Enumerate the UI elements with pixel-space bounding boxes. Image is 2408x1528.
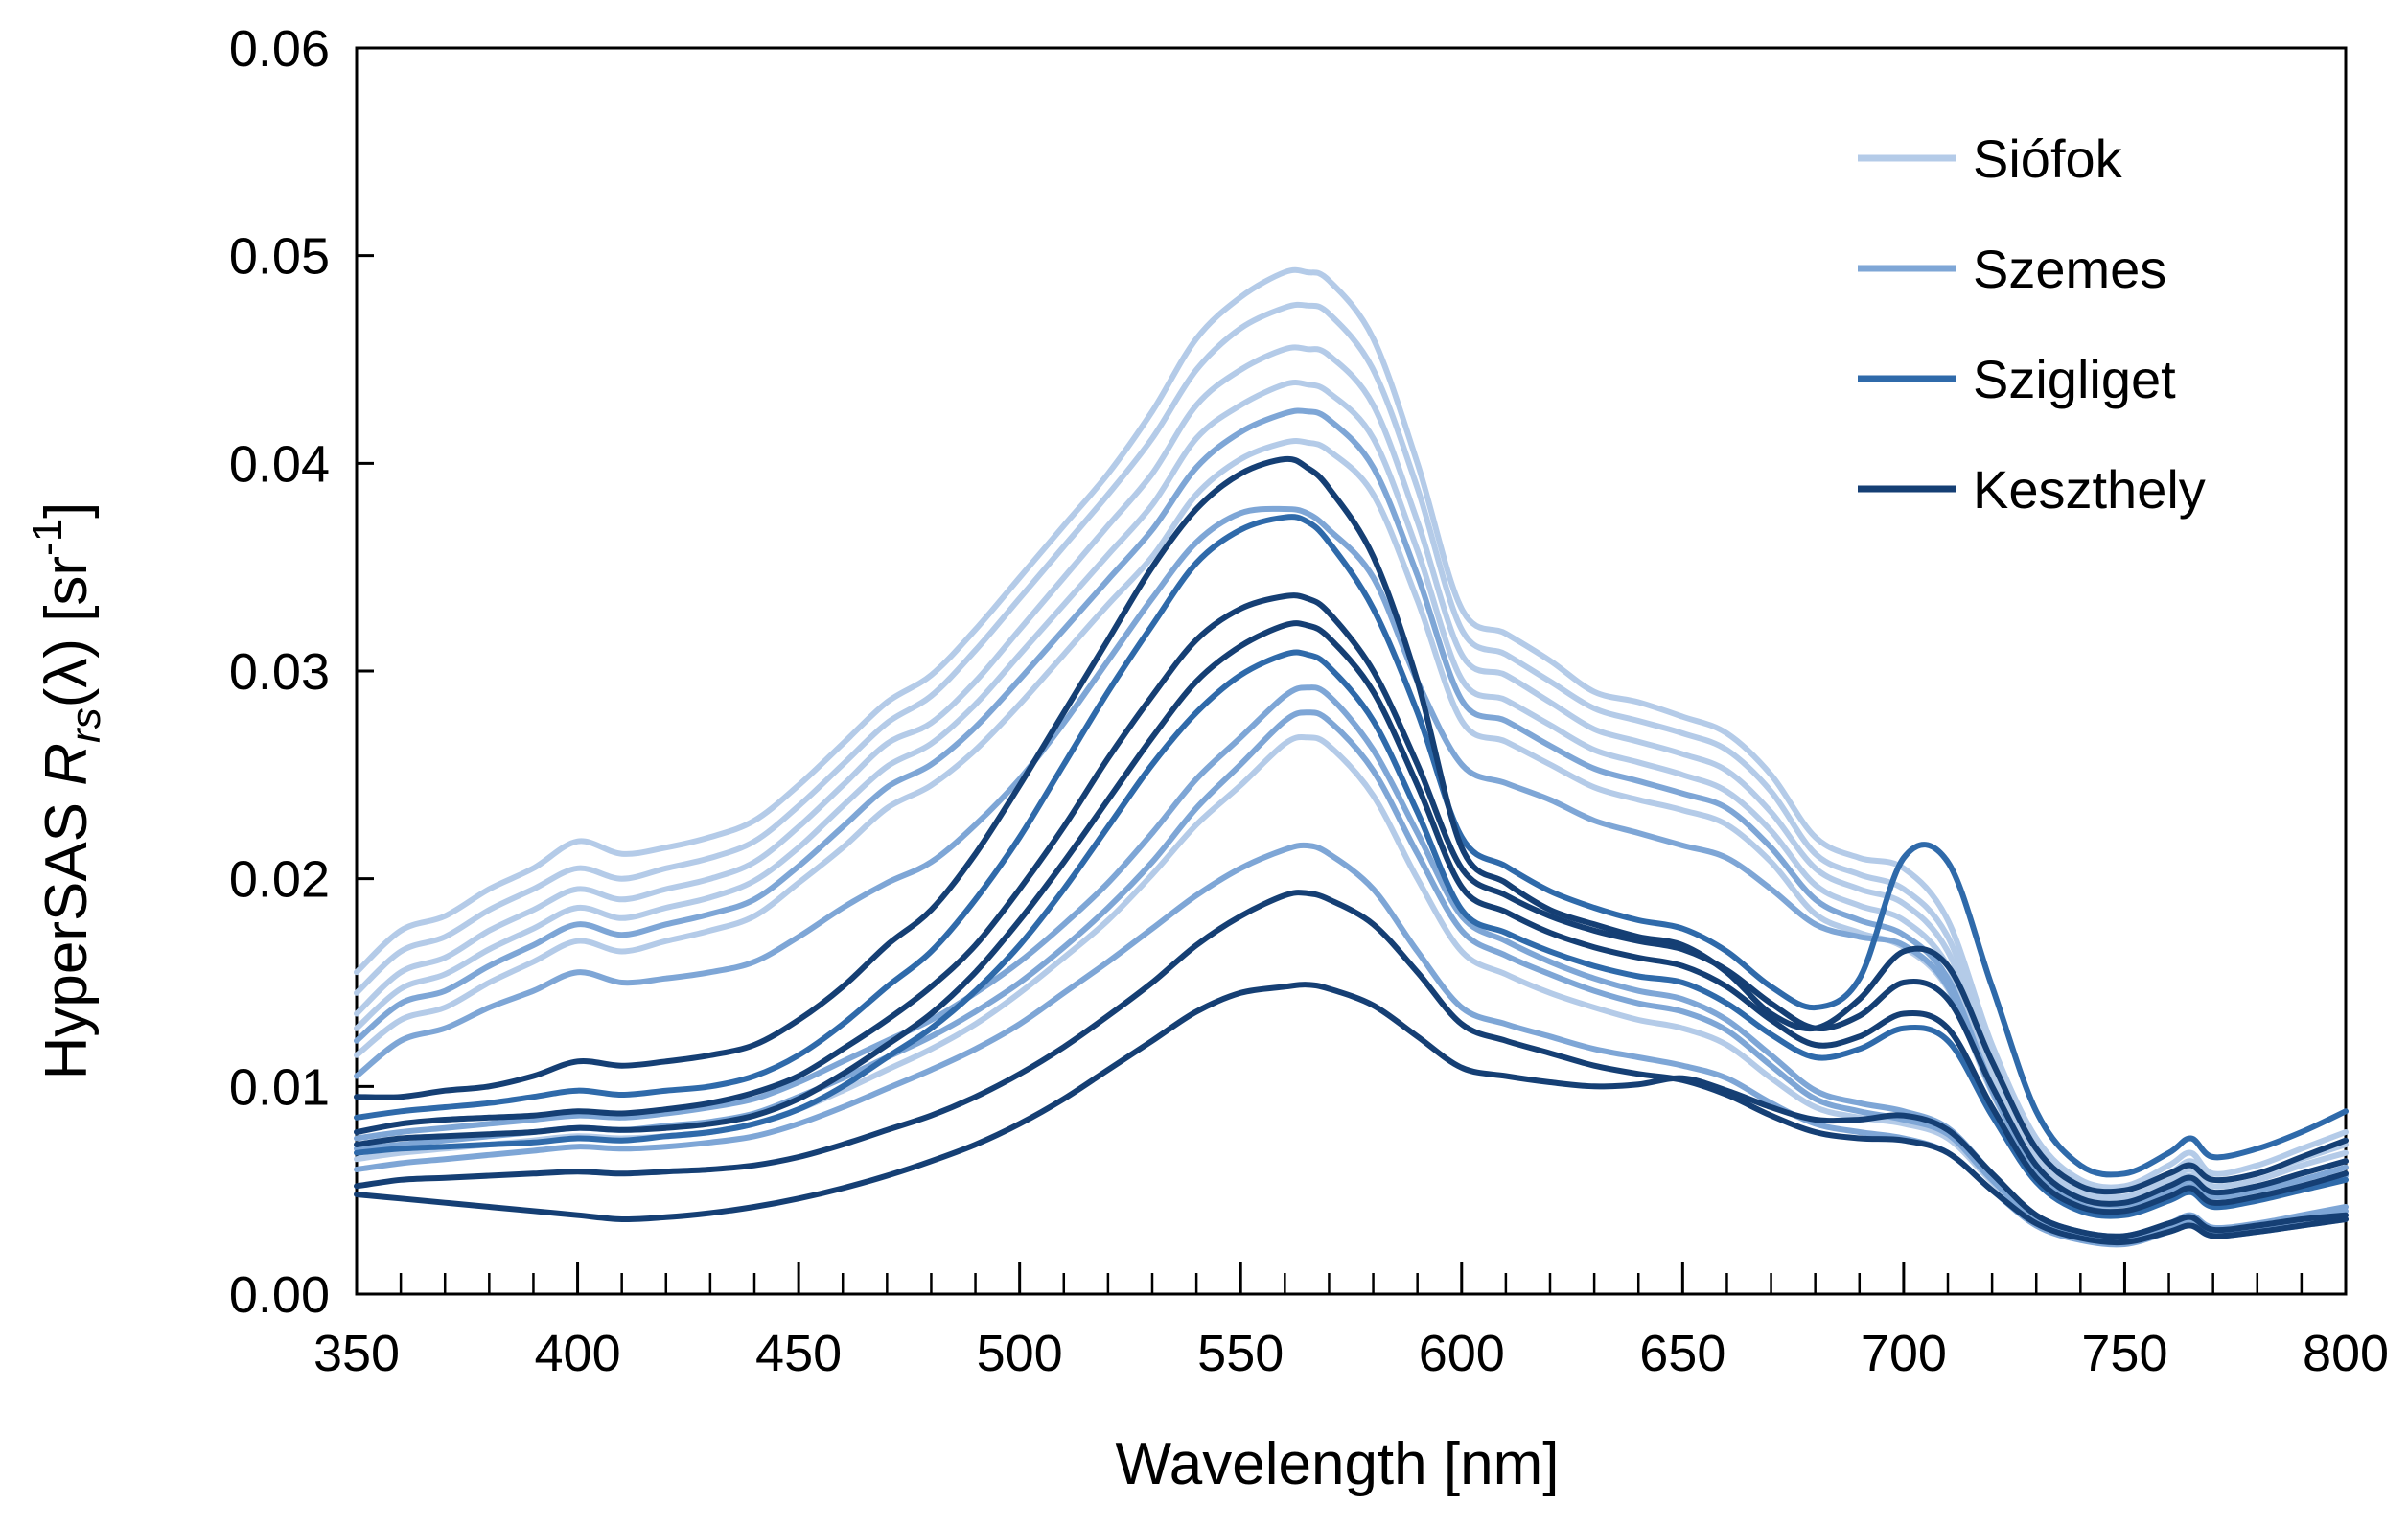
labels-layer: Wavelength [nm] HyperSAS Rrs(λ) [sr-1]	[24, 502, 1559, 1497]
series-line-szemes-5	[354, 407, 2349, 1209]
x-tick-label: 600	[1419, 1325, 1505, 1382]
y-tick-label: 0.01	[229, 1058, 330, 1116]
x-tick-label: 750	[2081, 1325, 2167, 1382]
y-tick-label: 0.04	[229, 435, 330, 493]
y-tick-label: 0.05	[229, 228, 330, 286]
series-line-keszthely-18	[354, 982, 2349, 1239]
x-tick-label: 550	[1197, 1325, 1284, 1382]
series-line-sifok-4	[354, 380, 2349, 1205]
y-axis-title-symbol: R	[34, 743, 100, 786]
series-line-keszthely-17	[354, 890, 2349, 1246]
y-axis-title-prefix: HyperSAS	[34, 786, 100, 1080]
y-axis-title-argument: (λ) [sr	[34, 556, 100, 707]
x-axis-title: Wavelength [nm]	[1116, 1431, 1560, 1497]
series-line-sifok-1	[354, 266, 2349, 1191]
x-tick-label: 650	[1639, 1325, 1725, 1382]
legend: Siófok Szemes Szigliget Keszthely	[1858, 128, 2206, 520]
legend-label-szemes: Szemes	[1973, 239, 2166, 299]
y-tick-label: 0.00	[229, 1266, 330, 1324]
axes-layer: 350 400 450 500 550 600 650 700 750 800 0.00 0.01 0.…	[229, 20, 2389, 1382]
y-axis-title: HyperSAS Rrs(λ) [sr-1]	[24, 502, 109, 1080]
y-tick-label: 0.03	[229, 643, 330, 701]
legend-label-keszthely: Keszthely	[1973, 459, 2206, 520]
series-line-keszthely-8	[354, 455, 2349, 1195]
x-tick-label: 350	[313, 1325, 400, 1382]
y-tick-label: 0.02	[229, 851, 330, 909]
legend-label-szigliget: Szigliget	[1973, 349, 2176, 409]
legend-label-sifok: Siófok	[1973, 128, 2123, 189]
y-axis-title-suffix: ]	[34, 502, 100, 519]
series-line-szigliget-9	[354, 514, 2349, 1178]
plot-frame	[355, 46, 2348, 1296]
y-axis-title-subscript: rs	[62, 707, 109, 743]
x-tick-label: 500	[977, 1325, 1063, 1382]
x-tick-label: 800	[2303, 1325, 2389, 1382]
y-tick-label: 0.06	[229, 20, 330, 78]
series-line-keszthely-10	[354, 592, 2349, 1207]
x-tick-label: 400	[535, 1325, 621, 1382]
x-tick-label: 450	[755, 1325, 842, 1382]
series-layer	[354, 266, 2349, 1248]
x-tick-label: 700	[1861, 1325, 1947, 1382]
series-line-keszthely-11	[354, 620, 2349, 1215]
y-axis-title-superscript: -1	[24, 519, 71, 556]
series-line-szemes-7	[354, 505, 2349, 1215]
